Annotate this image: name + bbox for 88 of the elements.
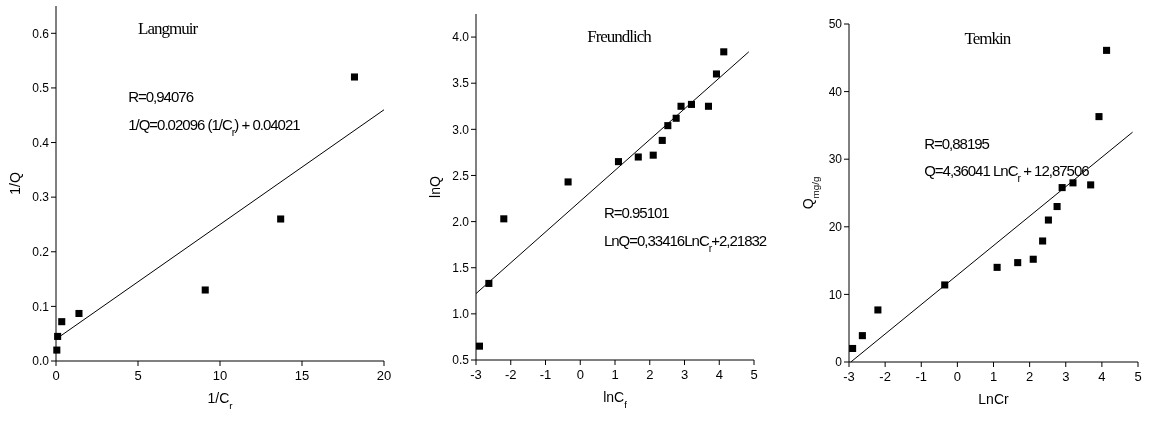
point bbox=[1029, 255, 1037, 263]
y-tick-label: 0.2 bbox=[32, 244, 50, 259]
point bbox=[712, 70, 720, 78]
x-tick-label: 3 bbox=[680, 367, 689, 382]
x-tick-label: 2 bbox=[646, 367, 654, 382]
y-tick-label: 50 bbox=[828, 17, 843, 32]
x-tick-label: 0 bbox=[953, 369, 961, 384]
point bbox=[1095, 113, 1103, 121]
y-tick-label: 3.0 bbox=[452, 122, 470, 137]
x-tick-label: 4 bbox=[1098, 369, 1106, 384]
x-tick-label: 1 bbox=[989, 369, 998, 384]
y-tick-label: 3.5 bbox=[452, 76, 470, 91]
y-tick-label: 20 bbox=[828, 220, 843, 234]
point bbox=[58, 318, 66, 326]
x-tick-label: 0 bbox=[52, 368, 60, 383]
y-tick-label: 0.6 bbox=[32, 26, 50, 41]
y-tick-label: 10 bbox=[828, 287, 843, 302]
x-tick-label: 5 bbox=[1134, 369, 1142, 384]
annotation: R=0,94076 bbox=[128, 87, 194, 105]
x-tick-label: -2 bbox=[504, 367, 517, 382]
x-tick-label: 2 bbox=[1026, 369, 1034, 384]
y-tick-label: 1.0 bbox=[452, 307, 470, 322]
x-tick-label: -3 bbox=[843, 369, 855, 384]
point bbox=[649, 151, 657, 159]
y-tick-label: 30 bbox=[828, 152, 843, 167]
y-tick-label: 0.3 bbox=[32, 190, 50, 205]
y-tick-label: 0.5 bbox=[32, 81, 50, 96]
point bbox=[277, 215, 285, 223]
x-tick-label: 5 bbox=[750, 367, 758, 382]
point bbox=[614, 158, 623, 166]
y-tick-label: 0.5 bbox=[452, 353, 470, 368]
chart-title: Temkin bbox=[964, 29, 1012, 49]
x-tick-label: 3 bbox=[1062, 369, 1070, 384]
point bbox=[677, 102, 685, 110]
point bbox=[993, 263, 1001, 271]
x-axis-title: LnCr bbox=[978, 391, 1009, 407]
annotation: 1/Q=0.02096 (1/C$_{r}$) + 0.04021 bbox=[128, 116, 301, 139]
y-axis-title: lnQ bbox=[427, 176, 443, 198]
point bbox=[849, 344, 857, 353]
y-tick-label: 0.4 bbox=[32, 135, 50, 150]
x-tick-label: 0 bbox=[576, 367, 584, 382]
x-tick-label: -1 bbox=[915, 369, 928, 384]
annotation: LnQ=0,33416LnC$_{r}$+2,21832 bbox=[603, 231, 767, 254]
point bbox=[858, 332, 866, 340]
x-axis-title: lnC$_{f}$ bbox=[603, 389, 628, 410]
point bbox=[658, 136, 666, 144]
point bbox=[500, 215, 508, 223]
annotation: R=0,88195 bbox=[924, 135, 990, 153]
y-tick-label: 0.1 bbox=[32, 299, 50, 314]
point bbox=[704, 102, 713, 110]
point bbox=[53, 346, 61, 354]
y-tick-label: 2.5 bbox=[452, 168, 470, 183]
annotation: R=0.95101 bbox=[603, 204, 670, 222]
y-axis-title: 1/Q bbox=[7, 172, 23, 195]
point bbox=[720, 48, 728, 56]
x-tick-label: 15 bbox=[294, 368, 310, 383]
point bbox=[1044, 216, 1052, 224]
point bbox=[475, 342, 484, 350]
point bbox=[75, 309, 83, 318]
point bbox=[564, 178, 572, 186]
x-tick-label: -3 bbox=[470, 367, 482, 382]
y-tick-label: 40 bbox=[828, 84, 843, 99]
point bbox=[1053, 202, 1061, 211]
text: Freundlich bbox=[587, 26, 653, 46]
y-tick-label: 4.0 bbox=[452, 30, 470, 45]
x-tick-label: -1 bbox=[539, 367, 552, 382]
point bbox=[634, 153, 642, 161]
x-tick-label: 20 bbox=[376, 368, 392, 383]
x-tick-label: -2 bbox=[879, 369, 891, 384]
x-axis-title: 1/C$_{r}$ bbox=[207, 390, 234, 411]
x-tick-label: 5 bbox=[134, 368, 142, 383]
point bbox=[1014, 259, 1022, 267]
point bbox=[201, 286, 209, 294]
point bbox=[1087, 181, 1095, 189]
y-tick-label: 2.0 bbox=[452, 214, 470, 229]
point bbox=[1069, 179, 1077, 187]
x-tick-label: 4 bbox=[715, 367, 723, 382]
text: Langmuir bbox=[138, 19, 199, 39]
point bbox=[1039, 237, 1047, 245]
y-tick-label: 1.5 bbox=[452, 260, 470, 275]
y-tick-label: 0 bbox=[835, 355, 843, 370]
x-tick-label: 1 bbox=[611, 367, 619, 382]
annotation: Q=4,36041 LnC$_{r}$ + 12,87506 bbox=[924, 162, 1090, 185]
y-tick-label: 0.0 bbox=[32, 354, 50, 369]
point bbox=[874, 306, 882, 314]
point bbox=[350, 73, 359, 81]
point bbox=[1103, 46, 1111, 54]
x-tick-label: 10 bbox=[212, 368, 228, 383]
